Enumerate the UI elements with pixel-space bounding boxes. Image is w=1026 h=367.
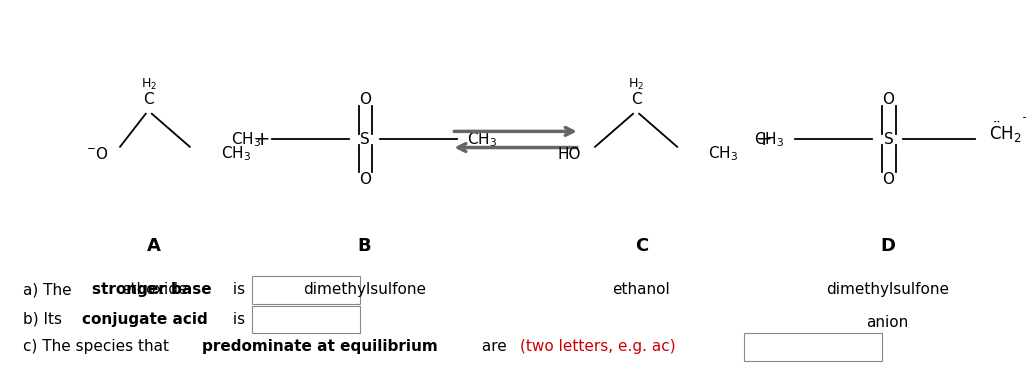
Text: O: O bbox=[882, 172, 895, 187]
Text: c) The species that: c) The species that bbox=[23, 339, 173, 354]
Text: O: O bbox=[359, 172, 371, 187]
Text: conjugate acid: conjugate acid bbox=[82, 312, 208, 327]
Text: $\ddot{\mathrm{C}}$H$_2$: $\ddot{\mathrm{C}}$H$_2$ bbox=[989, 120, 1022, 145]
Text: $-$: $-$ bbox=[1021, 110, 1026, 121]
Text: O: O bbox=[359, 92, 371, 106]
Text: anion: anion bbox=[866, 316, 909, 330]
Text: is: is bbox=[228, 312, 245, 327]
Text: ethoxide: ethoxide bbox=[121, 283, 187, 297]
Text: dimethylsulfone: dimethylsulfone bbox=[303, 283, 426, 297]
Text: CH$_3$: CH$_3$ bbox=[221, 145, 250, 163]
Text: B: B bbox=[357, 237, 371, 255]
Text: CH$_3$: CH$_3$ bbox=[231, 130, 262, 149]
Text: b) Its: b) Its bbox=[23, 312, 67, 327]
Text: O: O bbox=[882, 92, 895, 106]
Bar bbox=[252, 305, 360, 333]
Text: HO: HO bbox=[558, 147, 581, 161]
Text: H$_2$: H$_2$ bbox=[628, 77, 644, 92]
Text: S: S bbox=[883, 132, 894, 147]
Text: predominate at equilibrium: predominate at equilibrium bbox=[202, 339, 438, 354]
Text: +: + bbox=[253, 130, 270, 149]
Text: stronger base: stronger base bbox=[92, 283, 212, 297]
Text: +: + bbox=[756, 130, 773, 149]
Text: are: are bbox=[477, 339, 512, 354]
Bar bbox=[744, 333, 882, 360]
Text: (two letters, e.g. ac): (two letters, e.g. ac) bbox=[520, 339, 676, 354]
Text: CH$_3$: CH$_3$ bbox=[708, 145, 738, 163]
Text: C: C bbox=[144, 92, 154, 106]
Text: C: C bbox=[631, 92, 641, 106]
Text: H$_2$: H$_2$ bbox=[141, 77, 157, 92]
Text: dimethylsulfone: dimethylsulfone bbox=[826, 283, 949, 297]
Text: ethanol: ethanol bbox=[613, 283, 670, 297]
Text: D: D bbox=[880, 237, 895, 255]
Text: C: C bbox=[635, 237, 647, 255]
Text: CH$_3$: CH$_3$ bbox=[467, 130, 498, 149]
Text: S: S bbox=[360, 132, 370, 147]
Text: a) The: a) The bbox=[23, 283, 76, 297]
Text: A: A bbox=[147, 237, 161, 255]
Text: is: is bbox=[228, 283, 245, 297]
Bar bbox=[252, 276, 360, 304]
Text: $^{-}$O: $^{-}$O bbox=[86, 146, 109, 162]
Text: CH$_3$: CH$_3$ bbox=[754, 130, 785, 149]
